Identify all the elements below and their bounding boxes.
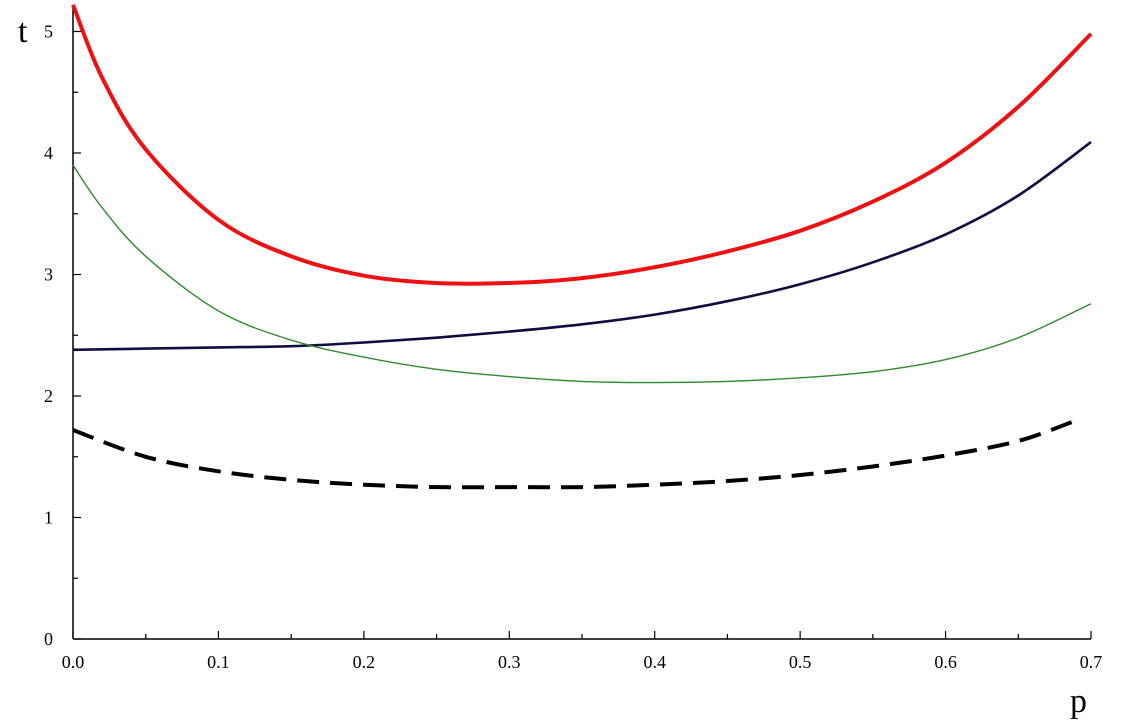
y-tick-label: 1: [44, 508, 53, 528]
series-layer: [71, 4, 1093, 490]
series-line-dashed: [72, 418, 1078, 490]
y-tick-label: 4: [44, 143, 53, 163]
series-line-navy: [72, 141, 1092, 352]
x-tick-label: 0.5: [789, 652, 812, 672]
y-tick-label: 5: [44, 22, 53, 42]
axes: [72, 8, 1092, 640]
x-tick-label: 0.6: [934, 652, 957, 672]
x-axis-title: p: [1070, 683, 1087, 720]
labels: 0.0 0.1 0.2 0.3 0.4 0.5 0.6 0.7 0 1 2 3 4 5: [44, 22, 1102, 673]
x-tick-label: 0.0: [62, 652, 85, 672]
y-axis-title: t: [18, 13, 28, 50]
x-tick-label: 0.4: [643, 652, 666, 672]
y-tick-label: 0: [44, 629, 53, 649]
y-tick-label: 2: [44, 386, 53, 406]
x-tick-label: 0.7: [1080, 652, 1103, 672]
series-line-red: [71, 4, 1093, 286]
x-tick-label: 0.2: [353, 652, 376, 672]
x-tick-label: 0.1: [207, 652, 230, 672]
y-tick-label: 3: [44, 265, 53, 285]
series-line-green: [72, 164, 1092, 384]
x-tick-label: 0.3: [498, 652, 521, 672]
